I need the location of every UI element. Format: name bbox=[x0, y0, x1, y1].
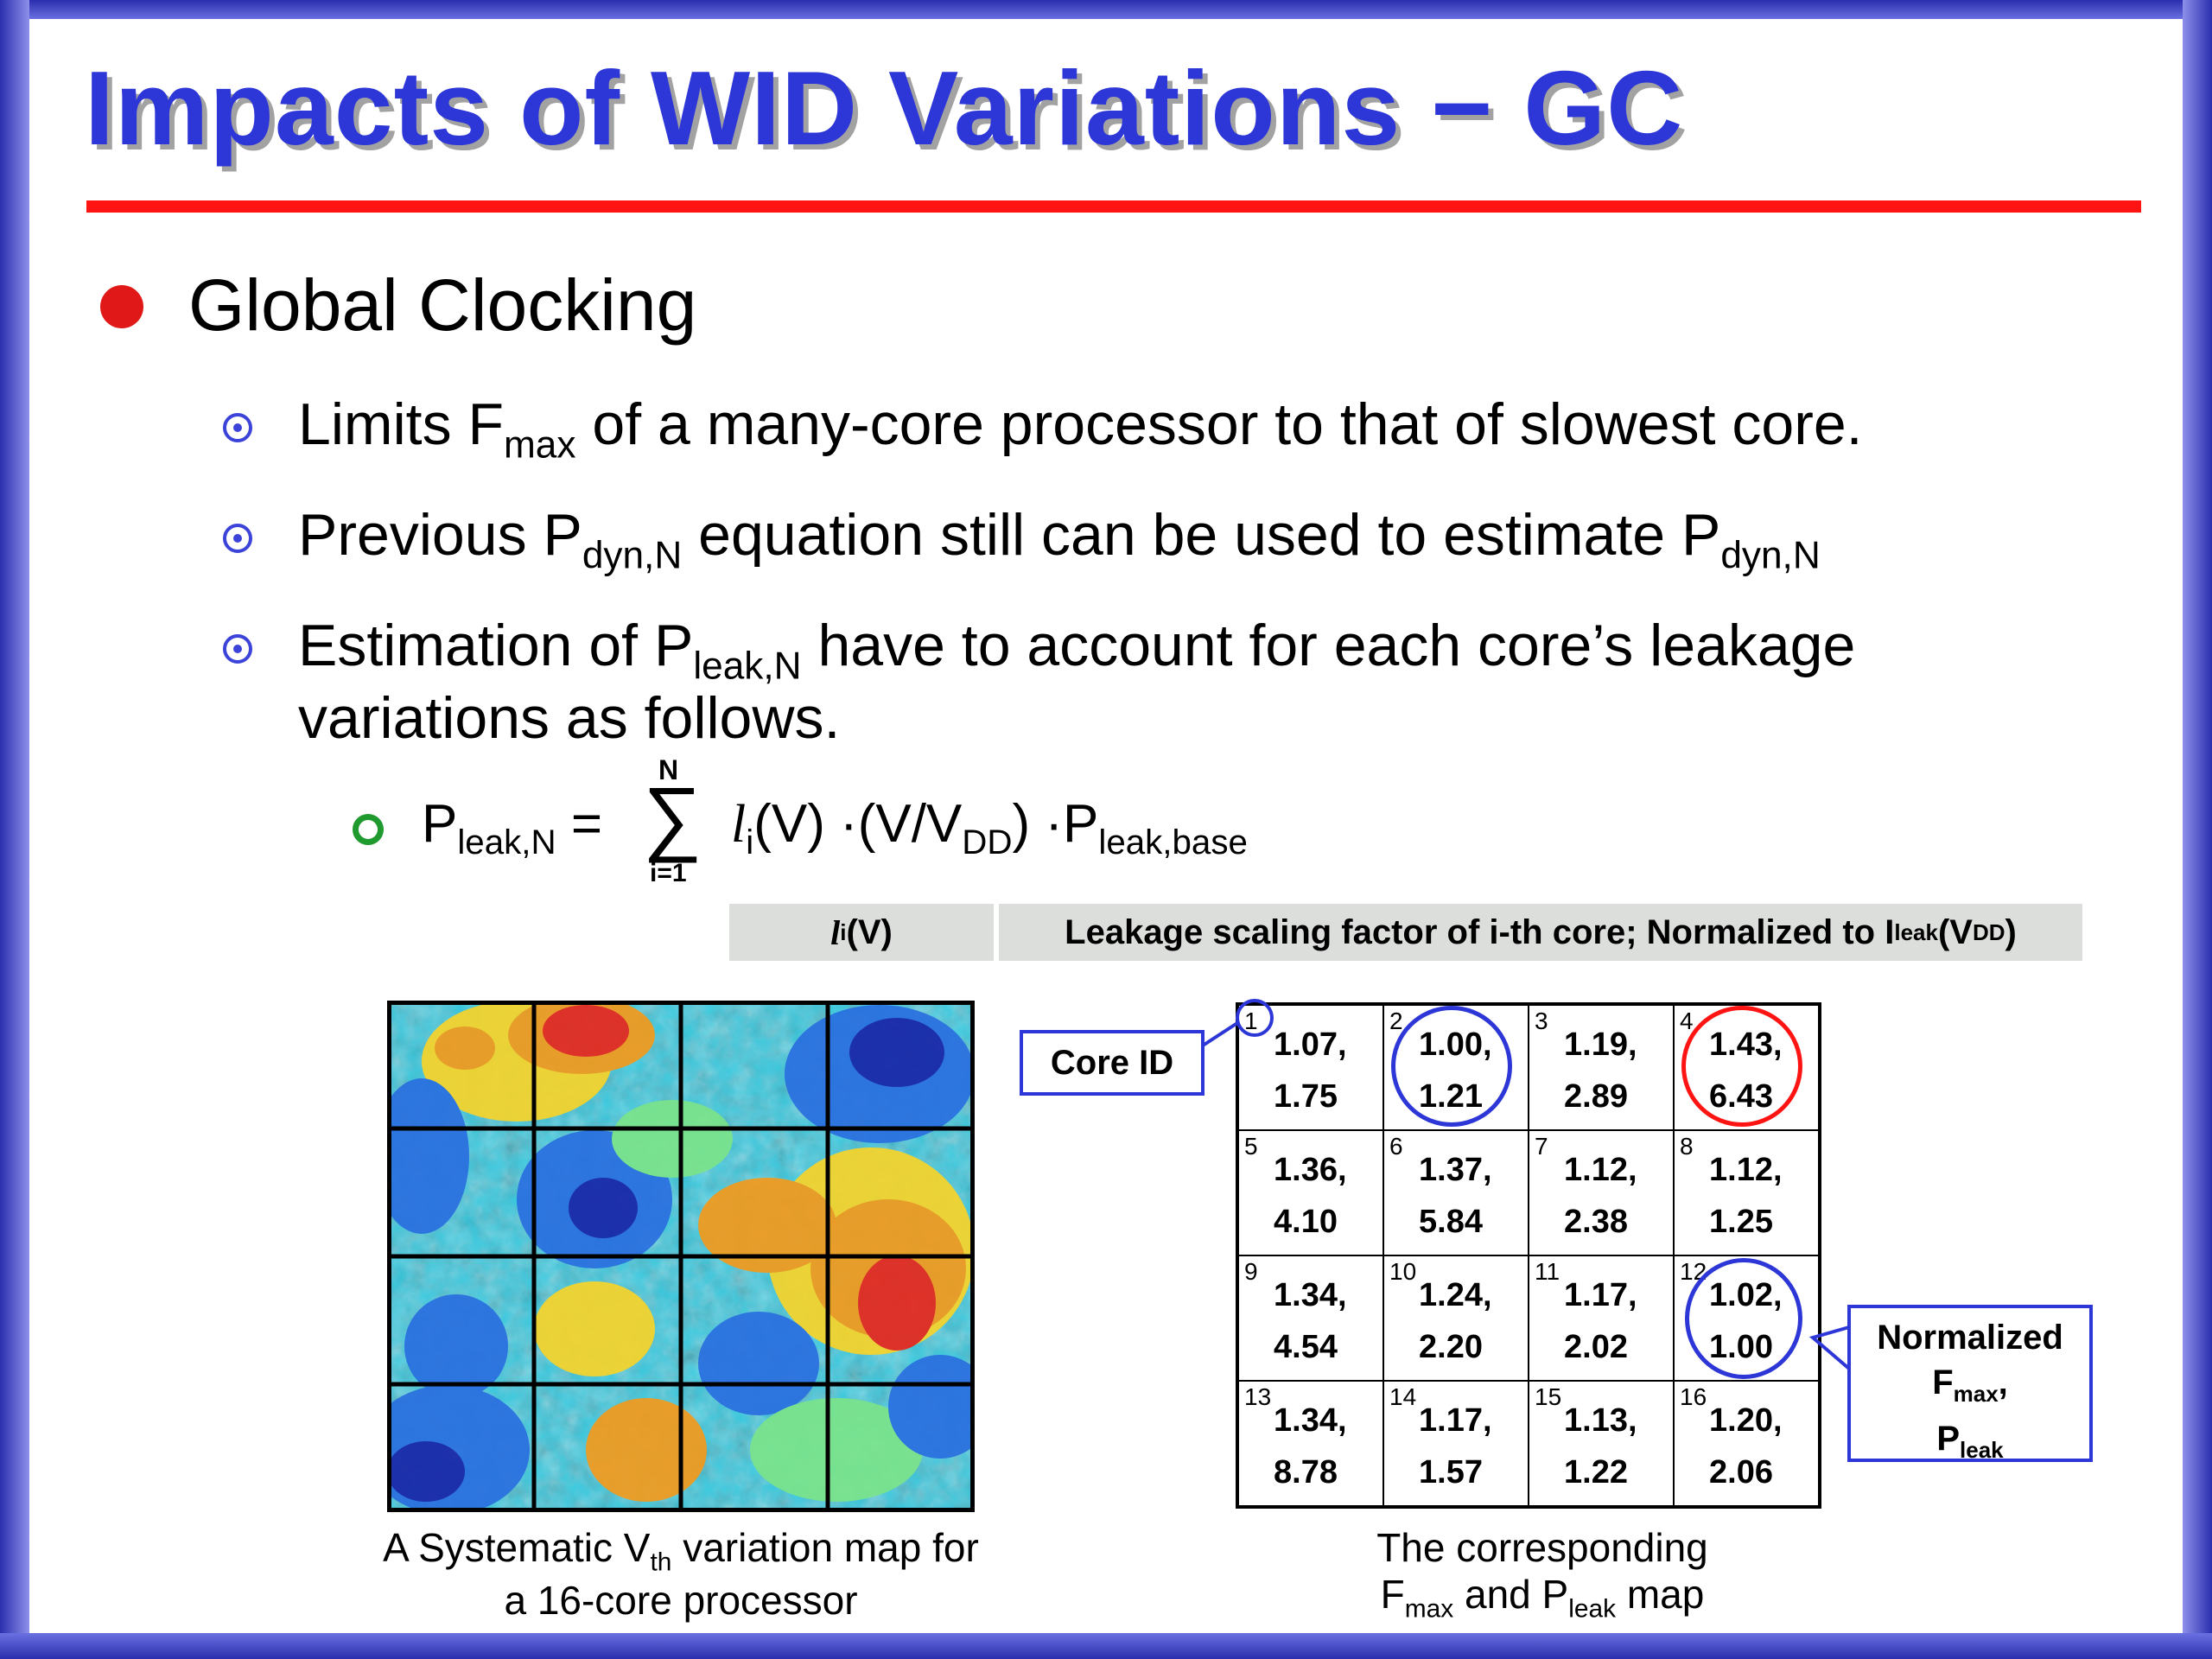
sum-lower-limit: i=1 bbox=[650, 859, 687, 887]
frame-bottom bbox=[0, 1633, 2212, 1659]
core-cell: 16 1.20, 2.06 bbox=[1674, 1381, 1819, 1506]
core-cell: 6 1.37, 5.84 bbox=[1383, 1130, 1529, 1255]
frame-top bbox=[0, 0, 2212, 19]
frame-left bbox=[0, 0, 29, 1659]
sub-bullet-pleak: Estimation of Pleak,N have to account fo… bbox=[298, 613, 1856, 688]
definition-text: Leakage scaling factor of i-th core; Nor… bbox=[999, 904, 2082, 961]
circle-bullet-icon bbox=[353, 814, 384, 845]
bullet-global-clocking: Global Clocking bbox=[188, 264, 697, 346]
core-cell: 3 1.19, 2.89 bbox=[1529, 1005, 1674, 1130]
heatmap-caption: A Systematic Vth variation map for a 16-… bbox=[383, 1525, 979, 1624]
sub-bullet-pdyn: Previous Pdyn,N equation still can be us… bbox=[298, 502, 1821, 577]
sum-upper-limit: N bbox=[658, 754, 679, 785]
equation-rhs: li(V) ·(V/VDD) ·Pleak,base bbox=[731, 794, 1248, 862]
frame-right bbox=[2183, 0, 2212, 1659]
target-bullet-icon bbox=[223, 413, 252, 442]
core12-highlight-circle bbox=[1685, 1258, 1802, 1379]
core-cell: 7 1.12, 2.38 bbox=[1529, 1130, 1674, 1255]
core-cell: 15 1.13, 1.22 bbox=[1529, 1381, 1674, 1506]
target-bullet-icon bbox=[223, 524, 252, 553]
core-cell: 8 1.12, 1.25 bbox=[1674, 1130, 1819, 1255]
core-cell: 9 1.34, 4.54 bbox=[1238, 1255, 1383, 1381]
core-cell: 13 1.34, 8.78 bbox=[1238, 1381, 1383, 1506]
sum-sigma: ∑ bbox=[643, 771, 702, 863]
sub-bullet-pleak-line2: variations as follows. bbox=[298, 685, 841, 751]
vth-variation-heatmap bbox=[387, 1001, 975, 1512]
title-divider bbox=[86, 200, 2141, 213]
target-bullet-icon bbox=[223, 634, 252, 664]
sub-bullet-fmax: Limits Fmax of a many-core processor to … bbox=[298, 391, 1863, 467]
equation-lhs: Pleak,N = bbox=[422, 794, 618, 862]
definition-symbol: l i (V) bbox=[729, 904, 994, 961]
map-caption: The corresponding Fmax and Pleak map bbox=[1376, 1525, 1708, 1624]
core-cell: 14 1.17, 1.57 bbox=[1383, 1381, 1529, 1506]
core2-highlight-circle bbox=[1391, 1006, 1512, 1127]
bullet-dot-icon bbox=[100, 285, 143, 328]
core-cell: 5 1.36, 4.10 bbox=[1238, 1130, 1383, 1255]
slide-title: Impacts of WID Variations − GC bbox=[85, 49, 1684, 167]
core-cell: 10 1.24, 2.20 bbox=[1383, 1255, 1529, 1381]
core4-highlight-circle bbox=[1681, 1006, 1802, 1127]
core-cell: 11 1.17, 2.02 bbox=[1529, 1255, 1674, 1381]
normalized-callout: Normalized Fmax, Pleak bbox=[1847, 1305, 2093, 1463]
core-id-highlight-circle bbox=[1236, 999, 1274, 1037]
core-id-callout: Core ID bbox=[1020, 1030, 1205, 1096]
